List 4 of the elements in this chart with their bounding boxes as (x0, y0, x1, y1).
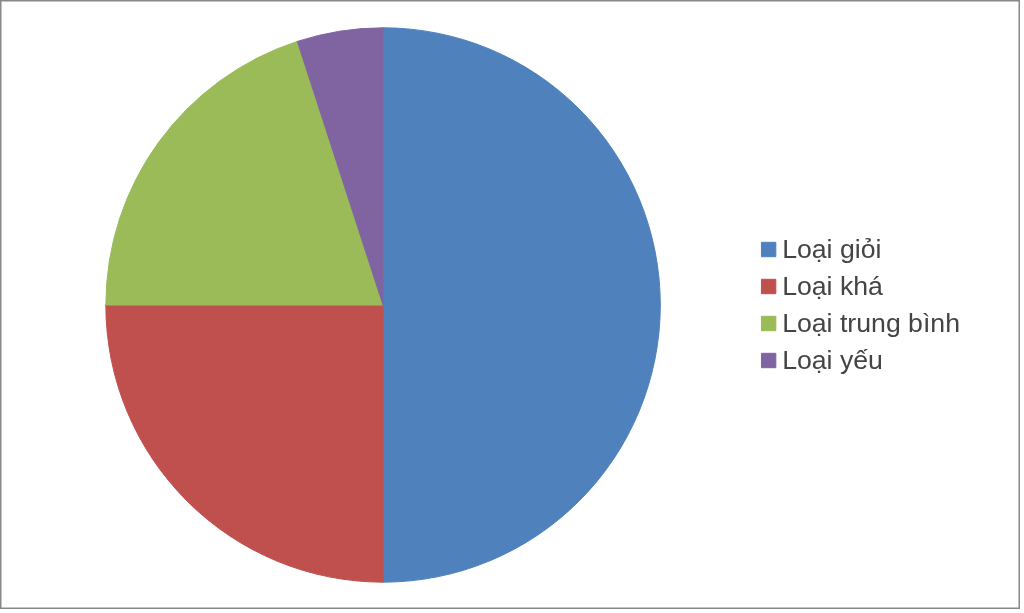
legend-label: Loại yếu (782, 344, 883, 376)
legend-label: Loại trung bình (782, 307, 960, 339)
legend-label: Loại giỏi (782, 233, 882, 265)
legend-label: Loại khá (782, 270, 883, 302)
